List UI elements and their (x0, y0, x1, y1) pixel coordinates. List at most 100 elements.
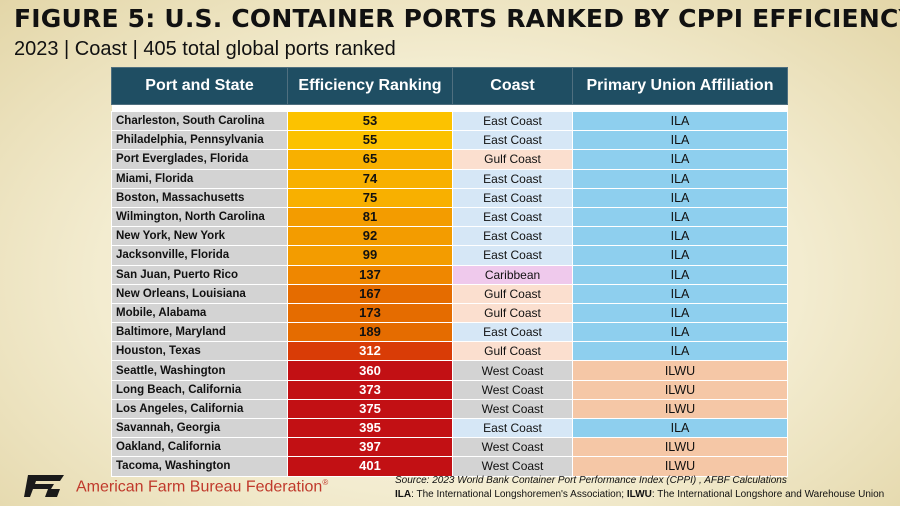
page-subtitle: 2023 | Coast | 405 total global ports ra… (14, 38, 396, 60)
port-cell: Houston, Texas (111, 341, 288, 362)
coast-cell: Gulf Coast (452, 149, 573, 170)
coast-cell: East Coast (452, 110, 573, 132)
union-cell: ILA (572, 206, 788, 228)
ranking-cell: 397 (287, 437, 453, 458)
port-cell: Miami, Florida (111, 168, 288, 189)
header-spacer-row (111, 104, 788, 112)
source-note: Source: 2023 World Bank Container Port P… (395, 475, 787, 486)
union-cell: ILA (572, 149, 788, 170)
table-row: New York, New York 92 East Coast ILA (111, 226, 788, 247)
ranking-cell: 395 (287, 417, 453, 439)
ranking-cell: 189 (287, 322, 453, 343)
coast-cell: East Coast (452, 322, 573, 343)
union-cell: ILA (572, 322, 788, 343)
table-row: Baltimore, Maryland 189 East Coast ILA (111, 322, 788, 343)
coast-cell: West Coast (452, 456, 573, 477)
table-row: Charleston, South Carolina 53 East Coast IL… (111, 110, 788, 132)
union-cell: ILA (572, 245, 788, 266)
port-cell: New York, New York (111, 226, 288, 247)
port-cell: Wilmington, North Carolina (111, 206, 288, 228)
coast-cell: East Coast (452, 187, 573, 208)
column-header-coast: Coast (452, 67, 573, 105)
coast-cell: West Coast (452, 360, 573, 381)
ranking-cell: 173 (287, 302, 453, 324)
ranking-cell: 65 (287, 149, 453, 170)
port-cell: Mobile, Alabama (111, 302, 288, 324)
union-cell: ILWU (572, 437, 788, 458)
table-row: Seattle, Washington 360 West Coast ILWU (111, 360, 788, 381)
ranking-cell: 137 (287, 264, 453, 285)
port-cell: Oakland, California (111, 437, 288, 458)
table-row: Tacoma, Washington 401 West Coast ILWU (111, 456, 788, 477)
page-title: FIGURE 5: U.S. CONTAINER PORTS RANKED BY… (14, 4, 900, 33)
coast-cell: Gulf Coast (452, 283, 573, 304)
union-cell: ILWU (572, 379, 788, 400)
coast-cell: East Coast (452, 226, 573, 247)
ranking-cell: 74 (287, 168, 453, 189)
union-cell: ILA (572, 264, 788, 285)
union-cell: ILA (572, 302, 788, 324)
union-cell: ILA (572, 341, 788, 362)
ranking-cell: 167 (287, 283, 453, 304)
ranking-cell: 373 (287, 379, 453, 400)
table-row: Philadelphia, Pennsylvania 55 East Coast IL… (111, 130, 788, 151)
ranking-cell: 99 (287, 245, 453, 266)
coast-cell: East Coast (452, 206, 573, 228)
ranking-cell: 401 (287, 456, 453, 477)
union-cell: ILA (572, 110, 788, 132)
coast-cell: West Coast (452, 379, 573, 400)
table-row: Mobile, Alabama 173 Gulf Coast ILA (111, 302, 788, 324)
port-cell: San Juan, Puerto Rico (111, 264, 288, 285)
coast-cell: West Coast (452, 437, 573, 458)
org-name: American Farm Bureau Federation® (76, 478, 328, 496)
union-cell: ILA (572, 168, 788, 189)
table-row: Port Everglades, Florida 65 Gulf Coast ILA (111, 149, 788, 170)
port-cell: Savannah, Georgia (111, 417, 288, 439)
table-row: New Orleans, Louisiana 167 Gulf Coast ILA (111, 283, 788, 304)
port-cell: Baltimore, Maryland (111, 322, 288, 343)
union-cell: ILWU (572, 360, 788, 381)
union-legend: ILA: The International Longshoremen's As… (395, 489, 884, 500)
coast-cell: Gulf Coast (452, 341, 573, 362)
afbf-logo-icon (24, 475, 64, 497)
ranking-cell: 75 (287, 187, 453, 208)
port-cell: Charleston, South Carolina (111, 110, 288, 132)
ranking-cell: 55 (287, 130, 453, 151)
port-cell: Tacoma, Washington (111, 456, 288, 477)
legend-ilwu-text: : The International Longshore and Wareho… (651, 489, 885, 500)
table-row: Boston, Massachusetts 75 East Coast ILA (111, 187, 788, 208)
ranking-cell: 312 (287, 341, 453, 362)
table-row: Houston, Texas 312 Gulf Coast ILA (111, 341, 788, 362)
port-cell: Seattle, Washington (111, 360, 288, 381)
coast-cell: East Coast (452, 417, 573, 439)
table-row: Wilmington, North Carolina 81 East Coast IL… (111, 206, 788, 228)
coast-cell: East Coast (452, 245, 573, 266)
table-row: Oakland, California 397 West Coast ILWU (111, 437, 788, 458)
union-cell: ILA (572, 283, 788, 304)
union-cell: ILA (572, 187, 788, 208)
ranking-cell: 92 (287, 226, 453, 247)
legend-ila-abbr: ILA (395, 489, 412, 500)
table-row: Jacksonville, Florida 99 East Coast ILA (111, 245, 788, 266)
column-header-port: Port and State (111, 67, 288, 105)
table-row: Long Beach, California 373 West Coast ILWU (111, 379, 788, 400)
union-cell: ILWU (572, 398, 788, 420)
union-cell: ILA (572, 417, 788, 439)
coast-cell: East Coast (452, 168, 573, 189)
coast-cell: Caribbean (452, 264, 573, 285)
table-row: San Juan, Puerto Rico 137 Caribbean ILA (111, 264, 788, 285)
union-cell: ILA (572, 130, 788, 151)
table-row: Los Angeles, California 375 West Coast ILWU (111, 398, 788, 420)
column-header-union: Primary Union Affiliation (572, 67, 788, 105)
port-cell: Port Everglades, Florida (111, 149, 288, 170)
port-cell: New Orleans, Louisiana (111, 283, 288, 304)
union-cell: ILWU (572, 456, 788, 477)
legend-ila-text: : The International Longshoremen's Assoc… (411, 489, 627, 500)
legend-ilwu-abbr: ILWU (626, 489, 652, 500)
port-cell: Long Beach, California (111, 379, 288, 400)
ranking-cell: 81 (287, 206, 453, 228)
ports-table: Port and State Efficiency Ranking Coast … (111, 67, 788, 477)
registered-mark: ® (322, 478, 329, 487)
table-body: Charleston, South Carolina 53 East Coast IL… (111, 104, 788, 477)
coast-cell: West Coast (452, 398, 573, 420)
